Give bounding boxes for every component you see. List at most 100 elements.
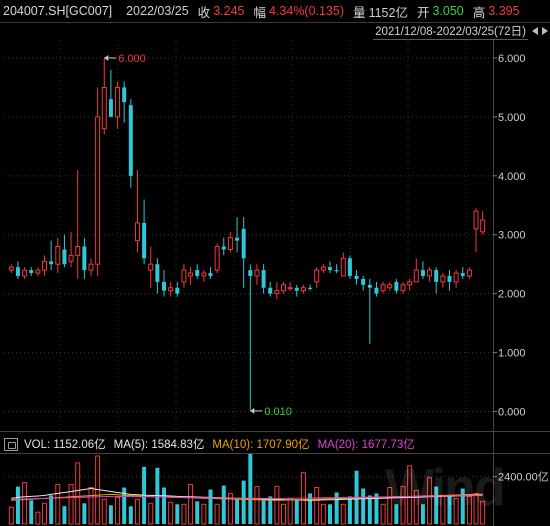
volume-bar-up	[274, 486, 280, 525]
min-annotation-arrowhead	[250, 407, 255, 414]
volume-bar-up	[55, 484, 61, 525]
candle-body-down	[460, 273, 465, 276]
volume-bar-up	[168, 501, 174, 525]
volume-bar-down	[29, 500, 34, 524]
legend-vol: VOL: 1152.06亿	[24, 439, 106, 451]
volume-bar-down	[327, 504, 332, 524]
volume-value: 1152亿	[368, 5, 408, 20]
volume-bar-down	[268, 496, 273, 524]
candle-body-up	[254, 269, 260, 277]
candle-body-down	[347, 258, 352, 276]
volume-bar-up	[115, 496, 121, 525]
volume-bar-up	[134, 498, 140, 525]
volume-bar-up	[75, 462, 81, 525]
legend-ma20: MA(20): 1677.73亿	[317, 439, 415, 451]
candle-body-up	[101, 86, 107, 130]
volume-bar-up	[42, 502, 48, 525]
candle-body-up	[22, 269, 28, 277]
volume-bar-up	[181, 503, 187, 525]
candle-body-down	[394, 281, 399, 291]
quote-header: 204007.SH[GC007] 2022/03/25 收 3.245 幅 4.34…	[0, 0, 550, 22]
candle-body-down	[261, 270, 266, 288]
price-tick-label: 3.000	[498, 230, 526, 242]
volume-bar-up	[314, 487, 320, 525]
volume-bar-up	[427, 477, 433, 525]
candle-body-up	[88, 263, 94, 271]
volume-bar-down	[460, 488, 465, 524]
candle-body-up	[227, 237, 233, 250]
volume-bar-down	[195, 501, 200, 524]
volume-bar-down	[294, 500, 299, 524]
candle-body-up	[466, 269, 472, 277]
date-range-text[interactable]: 2021/12/08-2022/03/25(72日)	[373, 23, 528, 40]
max-annotation-arrowhead	[104, 54, 109, 61]
candle-body-down	[235, 237, 240, 241]
candle-body-down	[128, 105, 133, 176]
candle-body-up	[387, 284, 393, 289]
price-tick-label: 0.000	[498, 407, 526, 419]
candle-body-up	[148, 263, 154, 271]
candle-body-up	[281, 284, 287, 292]
volume-bar-down	[447, 496, 452, 524]
volume-bar-up	[453, 497, 459, 525]
legend-ma10: MA(10): 1707.90亿	[212, 439, 310, 451]
volume-tick-label: 2400.00亿	[498, 471, 549, 484]
close-value: 3.245	[213, 4, 245, 18]
candle-body-down	[15, 267, 20, 276]
candle-body-up	[427, 269, 433, 277]
volume-bar-down	[241, 480, 246, 524]
candle-body-down	[327, 267, 332, 271]
candle-body-up	[413, 269, 419, 283]
candle-body-up	[287, 287, 293, 290]
volume-bar-up	[68, 484, 74, 525]
candle-body-down	[122, 87, 127, 103]
candle-body-up	[68, 254, 74, 262]
candle-body-down	[155, 264, 160, 282]
candle-body-up	[340, 257, 346, 277]
arrow-left-icon[interactable]	[532, 27, 538, 35]
candle-body-down	[374, 287, 379, 294]
volume-bar-up	[8, 506, 14, 525]
price-tick-label: 1.000	[498, 348, 526, 360]
candle-body-up	[55, 246, 61, 265]
volume-bar-down	[367, 495, 372, 524]
candle-body-up	[8, 266, 14, 271]
candle-body-up	[380, 284, 386, 292]
arrow-right-icon[interactable]	[542, 27, 548, 35]
candle-body-up	[480, 219, 486, 233]
volume-bar-down	[82, 503, 87, 524]
volume-bar-down	[334, 492, 339, 524]
candle-body-up	[188, 272, 194, 277]
legend-ma5: MA(5): 1584.83亿	[113, 439, 205, 451]
volume-bar-down	[434, 486, 439, 524]
candle-body-down	[29, 270, 34, 274]
volume-bar-up	[214, 503, 220, 525]
price-tick-label: 5.000	[498, 112, 526, 124]
candle-body-down	[248, 270, 253, 276]
candle-body-up	[314, 269, 320, 283]
volume-bar-down	[221, 485, 226, 524]
volume-bar-up	[480, 500, 486, 525]
candle-body-down	[162, 281, 167, 291]
volume-bar-up	[400, 486, 406, 525]
settings-icon[interactable]	[4, 437, 18, 451]
volume-bar-down	[394, 504, 399, 524]
volume-bar-up	[254, 486, 260, 525]
candle-body-up	[95, 116, 101, 265]
volume-bar-up	[387, 487, 393, 525]
candle-body-down	[354, 275, 359, 279]
high-value: 3.395	[488, 4, 520, 18]
volume-bar-up	[101, 498, 107, 525]
candle-body-down	[268, 287, 273, 294]
volume-bar-down	[261, 500, 266, 524]
candle-body-down	[221, 246, 226, 250]
candle-body-up	[440, 275, 446, 283]
candle-body-up	[320, 266, 326, 271]
candle-body-up	[453, 272, 459, 283]
open-value: 3.050	[432, 4, 464, 18]
open-label: 开	[416, 5, 430, 20]
volume-bar-up	[88, 487, 94, 525]
volume-ma-line-ma20	[11, 494, 483, 500]
candle-body-down	[108, 99, 113, 117]
